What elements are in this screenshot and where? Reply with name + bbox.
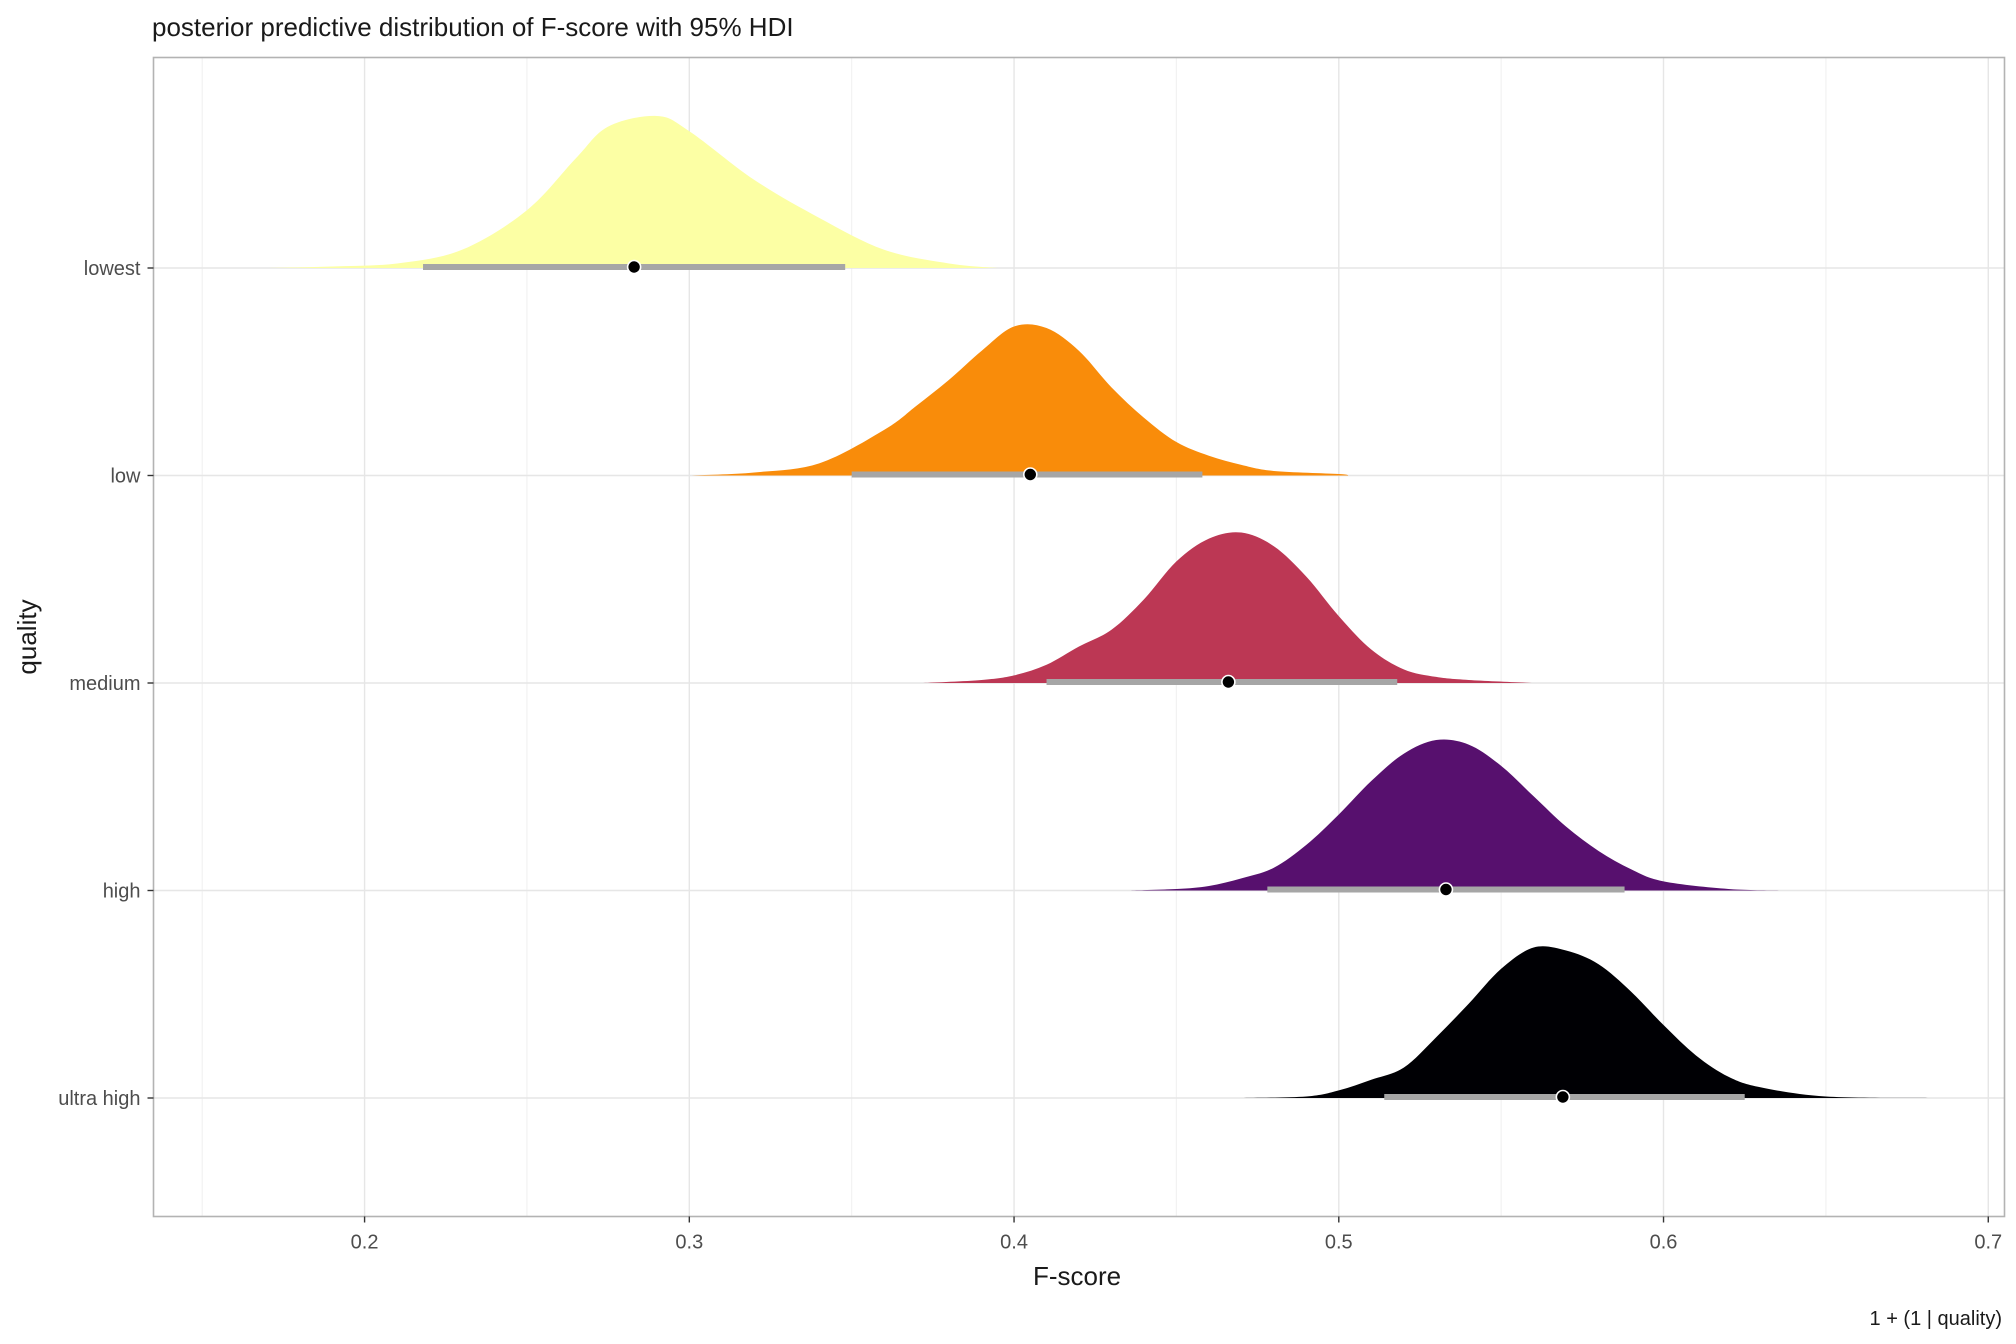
x-tick-label: 0.5 <box>1325 1232 1353 1254</box>
x-axis-ticks: 0.2 0.3 0.4 0.5 0.6 0.7 <box>351 1216 2002 1254</box>
point-estimate <box>1438 882 1454 897</box>
density-area <box>923 532 1534 683</box>
y-tick-label: low <box>110 466 141 488</box>
y-tick-label: high <box>103 881 141 903</box>
y-axis-ticks: lowest low medium high ultra high <box>58 258 154 1110</box>
point-estimate <box>1022 467 1038 482</box>
density-ridges <box>267 115 1930 1105</box>
x-tick-label: 0.4 <box>1000 1232 1028 1254</box>
ridge-ultra-high <box>1241 946 1930 1105</box>
chart-title: posterior predictive distribution of F-s… <box>152 12 794 42</box>
point-estimate <box>626 259 642 275</box>
panel-border <box>152 56 2006 1218</box>
x-tick-label: 0.7 <box>1974 1232 2002 1254</box>
ridge-medium <box>923 532 1534 690</box>
ridge-low <box>689 324 1349 482</box>
density-area <box>1127 739 1781 891</box>
ridge-high <box>1127 739 1781 897</box>
y-axis-title: quality <box>12 599 42 674</box>
y-tick-label: ultra high <box>58 1088 140 1110</box>
x-tick-label: 0.3 <box>675 1232 703 1254</box>
chart-caption: 1 + (1 | quality) <box>1870 1308 2002 1330</box>
x-tick-label: 0.6 <box>1650 1232 1678 1254</box>
density-area <box>689 324 1349 476</box>
density-area <box>1241 946 1930 1098</box>
x-tick-label: 0.2 <box>351 1232 379 1254</box>
y-tick-label: medium <box>69 673 140 695</box>
x-axis-title: F-score <box>1033 1261 1121 1291</box>
point-estimate <box>1221 674 1236 690</box>
density-area <box>267 115 998 268</box>
y-tick-label: lowest <box>84 258 141 280</box>
point-estimate <box>1555 1089 1571 1105</box>
ridge-lowest <box>267 115 998 275</box>
